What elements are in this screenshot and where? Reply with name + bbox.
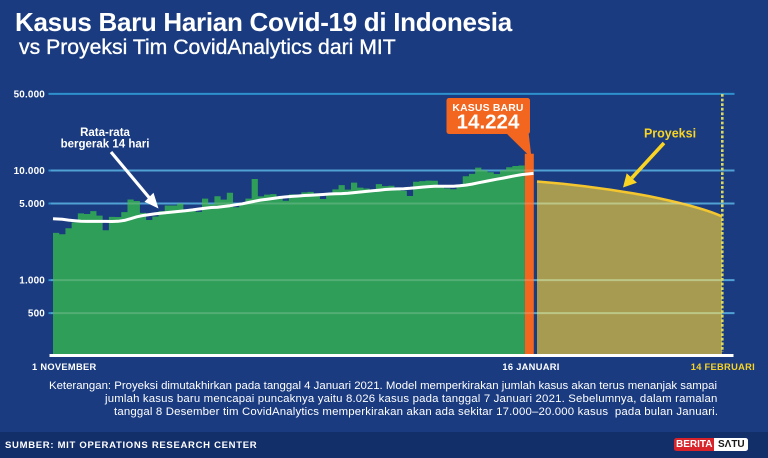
svg-text:KASUS BARU: KASUS BARU bbox=[452, 103, 523, 114]
svg-text:Rata-rata: Rata-rata bbox=[80, 127, 130, 139]
svg-text:14 FEBRUARI: 14 FEBRUARI bbox=[691, 362, 755, 372]
svg-text:50.000: 50.000 bbox=[14, 89, 46, 100]
svg-text:500: 500 bbox=[28, 309, 45, 320]
svg-text:bergerak 14 hari: bergerak 14 hari bbox=[61, 139, 150, 151]
svg-text:5.000: 5.000 bbox=[19, 199, 45, 210]
svg-text:10.000: 10.000 bbox=[14, 166, 46, 177]
svg-text:1.000: 1.000 bbox=[19, 276, 45, 287]
svg-text:14.224: 14.224 bbox=[457, 111, 520, 134]
svg-text:16 JANUARI: 16 JANUARI bbox=[502, 362, 559, 372]
svg-text:1 NOVEMBER: 1 NOVEMBER bbox=[32, 362, 96, 372]
svg-text:Proyeksi: Proyeksi bbox=[644, 127, 696, 141]
